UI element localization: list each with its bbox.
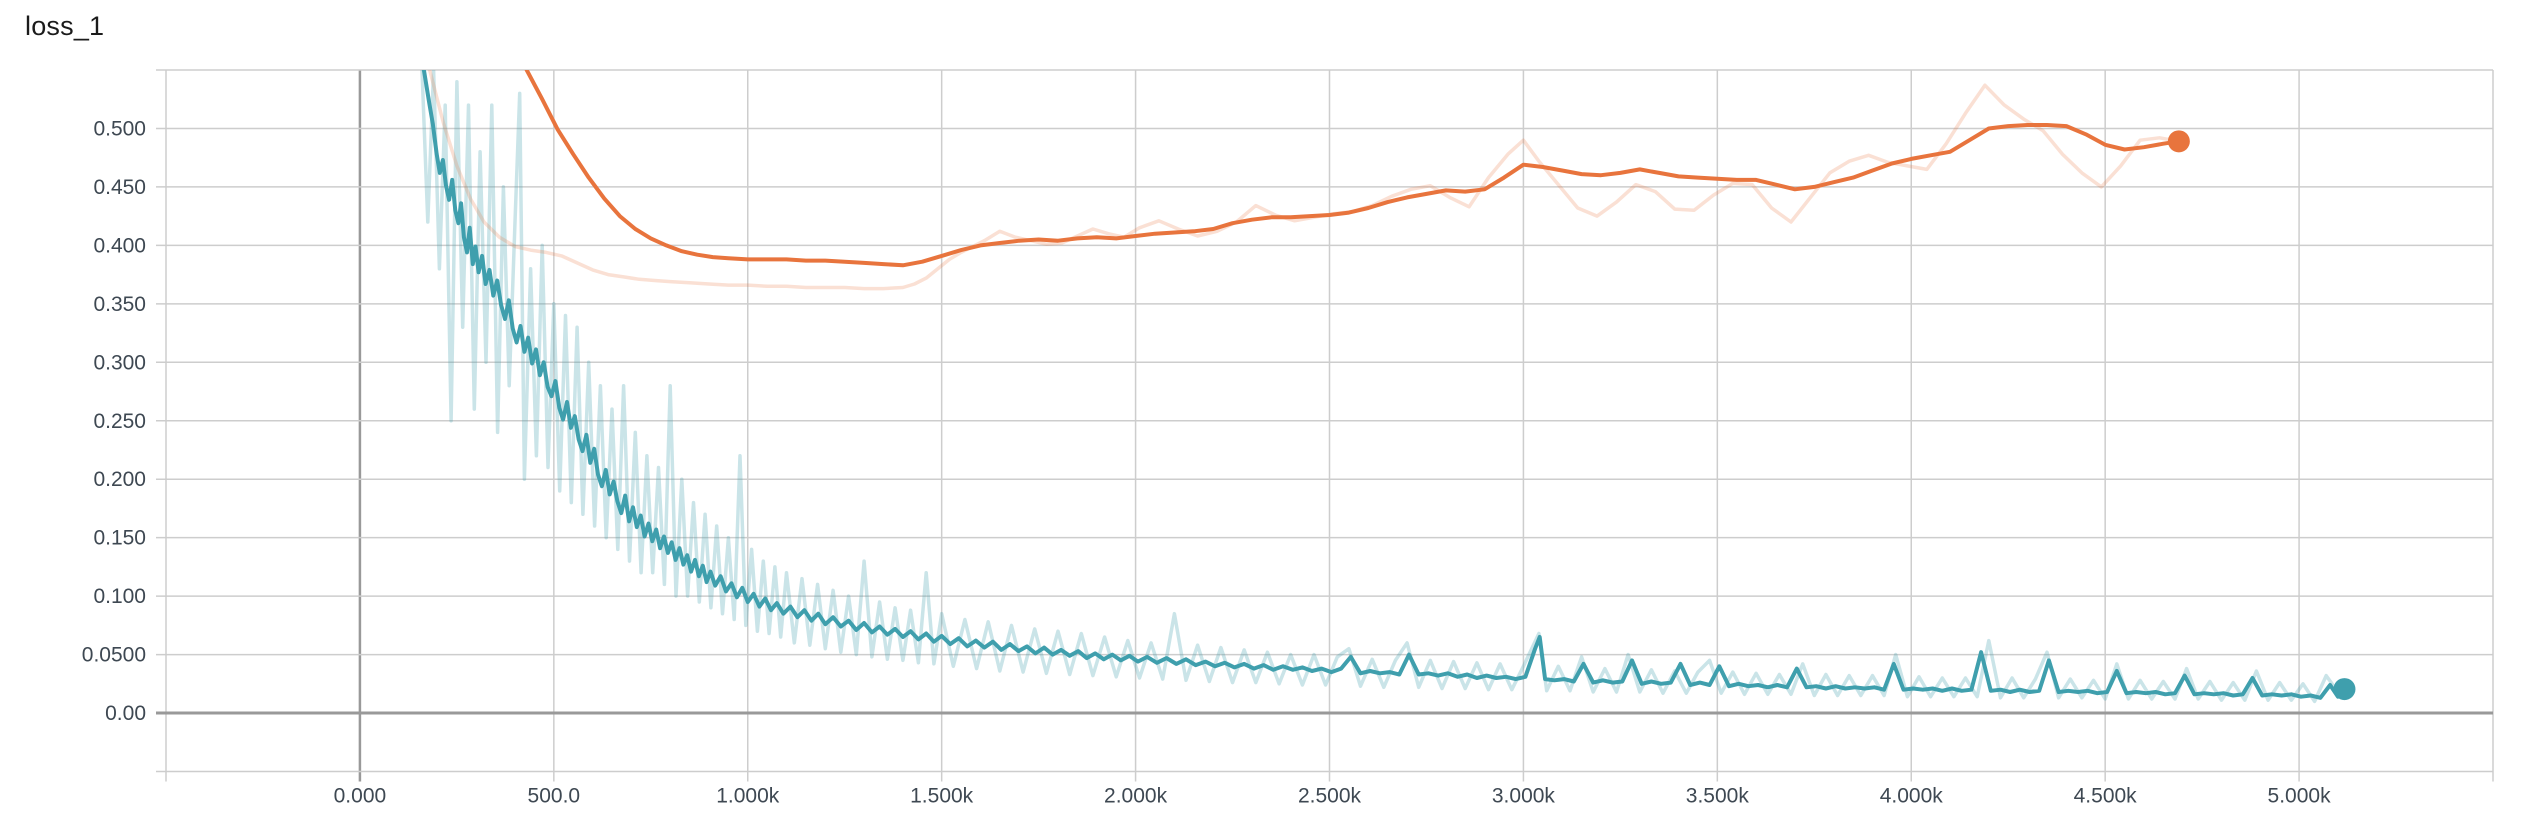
y-tick-label: 0.100	[93, 585, 146, 608]
x-axis-tick-labels: 0.000 500.0 1.000k 1.500k 2.000k 2.500k 3.000k…	[334, 785, 2331, 808]
x-tick-label: 4.500k	[2074, 785, 2138, 808]
teal-smoothed-endpoint-dot	[2333, 678, 2356, 701]
x-tick-label: 4.000k	[1880, 785, 1944, 808]
y-tick-label: 0.400	[93, 234, 146, 257]
x-tick-label: 1.500k	[910, 785, 974, 808]
x-tick-label: 2.000k	[1104, 785, 1168, 808]
teal-smoothed-line	[421, 70, 2347, 700]
teal-raw-line	[420, 70, 2347, 704]
y-gridlines	[156, 69, 2493, 773]
y-tick-label: 0.350	[93, 293, 146, 316]
x-tick-label: 3.500k	[1686, 785, 1750, 808]
x-tick-label: 2.500k	[1298, 785, 1362, 808]
orange-smoothed-endpoint-dot	[2167, 130, 2190, 153]
x-tick-label: 3.000k	[1492, 785, 1556, 808]
y-tick-label: 0.500	[93, 117, 146, 140]
x-tick-label: 5.000k	[2268, 785, 2332, 808]
y-tick-label: 0.00	[105, 702, 146, 725]
y-axis-tick-labels: 0.00 0.0500 0.100 0.150 0.200 0.250 0.300 0.350…	[82, 117, 146, 725]
y-tick-label: 0.250	[93, 410, 146, 433]
orange-raw-line	[427, 70, 2181, 291]
endpoint-dots	[2167, 130, 2356, 701]
x-gridlines	[165, 70, 2494, 782]
chart-title: loss_1	[25, 11, 105, 41]
x-tick-label: 0.000	[334, 785, 387, 808]
y-tick-label: 0.300	[93, 351, 146, 374]
y-tick-label: 0.150	[93, 527, 146, 550]
orange-smoothed-line	[524, 70, 2181, 268]
x-tick-label: 1.000k	[716, 785, 780, 808]
y-tick-label: 0.0500	[82, 644, 146, 667]
y-tick-label: 0.200	[93, 468, 146, 491]
x-tick-label: 500.0	[528, 785, 581, 808]
y-tick-label: 0.450	[93, 176, 146, 199]
series-lines	[420, 70, 2347, 704]
